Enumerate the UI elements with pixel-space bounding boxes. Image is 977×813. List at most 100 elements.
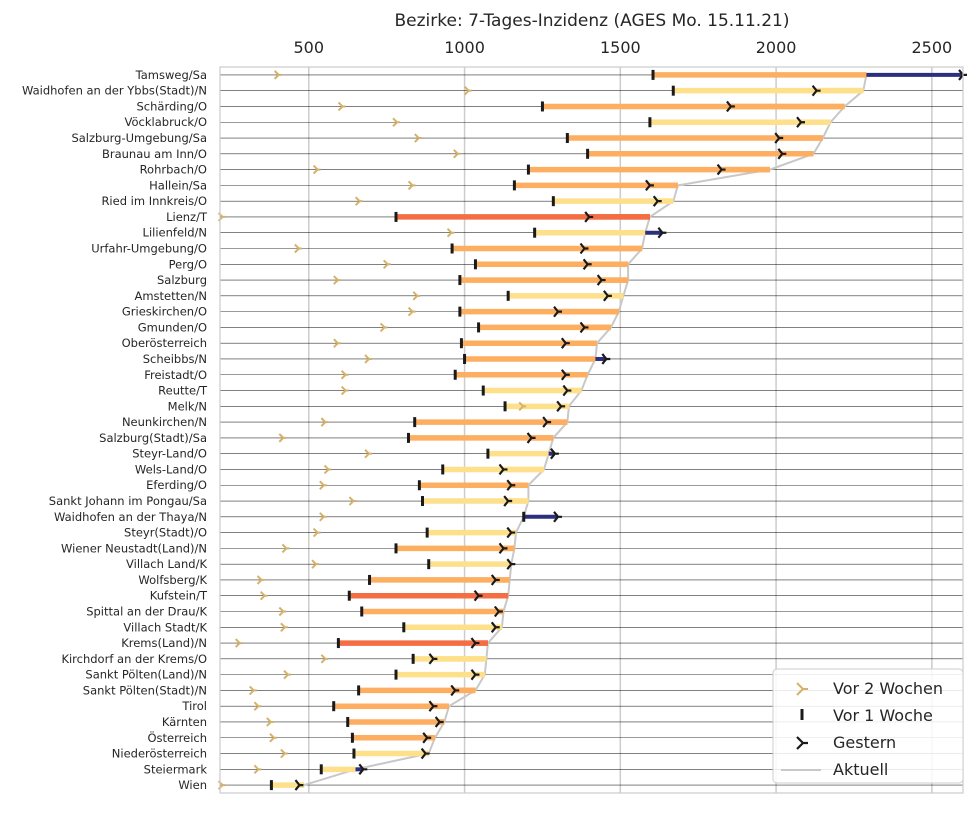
marker-gestern (716, 163, 726, 176)
row-label: Sankt Johann im Pongau/Sa (49, 494, 207, 508)
marker-vor2 (323, 464, 332, 475)
legend-entry-vor1: Vor 1 Woche (800, 706, 933, 725)
marker-gestern (657, 227, 667, 239)
marker-vor2 (319, 480, 327, 490)
marker-gestern (579, 321, 589, 334)
bars (271, 72, 963, 788)
x-tick-label: 500 (294, 38, 325, 57)
row-label: Ried im Innkreis/O (101, 194, 207, 208)
marker-gestern (596, 274, 606, 286)
marker-vor2 (446, 228, 455, 238)
row-label: Braunau am Inn/O (102, 147, 207, 161)
plot-frame (219, 66, 964, 794)
marker-gestern (434, 716, 444, 728)
marker-gestern (428, 700, 438, 712)
marker-gestern (562, 384, 572, 397)
x-tick-label: 2500 (911, 38, 952, 57)
row-label: Kärnten (162, 715, 207, 729)
marker-gestern (553, 305, 563, 318)
marker-gestern (774, 132, 784, 144)
marker-vor2 (364, 354, 372, 364)
marker-vor2 (266, 717, 274, 727)
marker-gestern (470, 637, 480, 649)
row-label: Salzburg-Umgebung/Sa (71, 131, 207, 145)
row-label: Österreich (147, 729, 207, 745)
row-label: Lienz/T (166, 210, 208, 224)
markers (217, 69, 967, 791)
marker-vor2 (283, 669, 291, 680)
row-label: Hallein/Sa (149, 178, 207, 192)
row-label: Kufstein/T (150, 589, 208, 603)
marker-vor2 (463, 85, 472, 96)
row-label: Waidhofen an der Thaya/N (54, 510, 207, 524)
row-label: Vöcklabruck/O (125, 115, 207, 129)
marker-gestern (550, 447, 559, 460)
row-label: Salzburg(Stadt)/Sa (99, 431, 207, 445)
row-label: Melk/N (168, 399, 207, 413)
marker-vor2 (259, 591, 268, 601)
legend-entry-aktuell: Aktuell (781, 760, 888, 779)
marker-gestern (811, 84, 821, 97)
marker-vor2 (311, 559, 320, 569)
row-label: Waidhofen an der Ybbs(Stadt)/N (22, 84, 207, 98)
marker-gestern (503, 495, 513, 507)
row-label: Oberösterreich (122, 336, 207, 350)
marker-vor2 (392, 117, 401, 127)
row-label: Grieskirchen/O (122, 305, 207, 319)
marker-gestern (582, 258, 592, 270)
row-label: Neunkirchen/N (122, 415, 207, 429)
marker-gestern (506, 526, 516, 539)
marker-vor2 (337, 101, 346, 112)
marker-gestern (601, 353, 611, 365)
row-label: Tamsweg/Sa (135, 68, 207, 82)
marker-vor2 (320, 654, 329, 664)
marker-gestern (490, 621, 500, 633)
row-label: Gmunden/O (138, 320, 207, 334)
marker-vor2 (281, 543, 290, 554)
row-label: Sankt Pölten(Land)/N (85, 668, 207, 682)
marker-vor2 (269, 733, 277, 743)
row-label: Amstetten/N (134, 289, 207, 303)
marker-gestern (645, 179, 654, 192)
marker-gestern (493, 605, 503, 618)
marker-vor2 (348, 496, 357, 506)
marker-gestern (506, 479, 516, 491)
row-label: Freistadt/O (144, 368, 207, 382)
row-label: Niederösterreich (112, 747, 207, 761)
row-label: Villach Stadt/K (123, 620, 207, 634)
marker-gestern (560, 337, 570, 349)
marker-vor2 (364, 448, 372, 459)
row-label: Wolfsberg/K (138, 573, 207, 587)
legend-marker-gestern (796, 736, 808, 750)
marker-vor2 (253, 701, 262, 711)
legend-entry-vor2: Vor 2 Wochen (796, 679, 943, 698)
row-label: Scheibbs/N (143, 352, 207, 366)
marker-gestern (726, 100, 735, 113)
marker-gestern (422, 732, 432, 744)
marker-gestern (498, 463, 508, 476)
x-tick-label: 1000 (444, 38, 485, 57)
legend-label-vor1: Vor 1 Woche (833, 706, 933, 725)
marker-vor2 (249, 685, 257, 696)
marker-gestern (777, 148, 787, 160)
marker-vor2 (320, 417, 329, 427)
legend-box (772, 668, 964, 784)
row-label: Krems(Land)/N (121, 636, 207, 650)
chart-title: Bezirke: 7-Tages-Inzidenz (AGES Mo. 15.1… (395, 11, 790, 31)
legend: Vor 2 Wochen Vor 1 Woche Gestern Aktuell (772, 668, 964, 784)
marker-gestern (560, 369, 570, 381)
marker-vor2 (412, 291, 421, 301)
row-label: Sankt Pölten(Stadt)/N (83, 683, 207, 697)
marker-gestern (428, 653, 438, 665)
marker-gestern (796, 116, 806, 128)
legend-label-gestern: Gestern (833, 733, 896, 752)
marker-gestern (490, 574, 500, 586)
x-tick-label: 2000 (756, 38, 797, 57)
marker-gestern (526, 432, 536, 444)
row-label: Salzburg (157, 273, 207, 287)
legend-label-aktuell: Aktuell (833, 760, 888, 779)
row-label: Steyr-Land/O (132, 447, 207, 461)
row-label: Villach Land/K (126, 557, 207, 571)
